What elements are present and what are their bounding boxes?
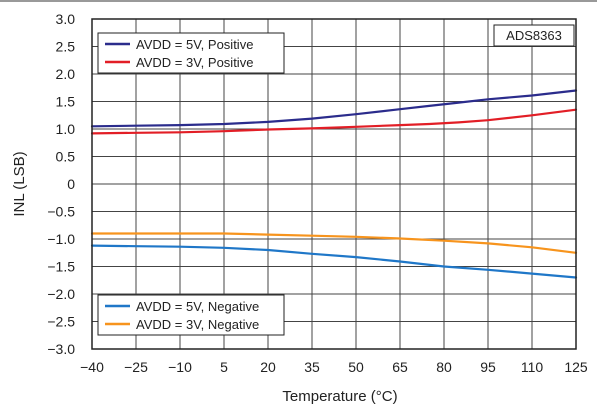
x-tick-label: 65 [392,359,408,375]
x-axis-label: Temperature (°C) [282,388,397,405]
annotation-box: ADS8363 [493,24,575,47]
x-tick-label: 20 [260,359,276,375]
legend-entry: AVDD = 5V, Negative [136,299,259,314]
y-tick-label: −1.0 [47,231,75,247]
y-axis-label: INL (LSB) [11,151,28,216]
plot-frame [91,18,577,350]
x-tick-label: −25 [124,359,148,375]
legend-top-left: AVDD = 5V, Positive AVDD = 3V, Positive [97,32,285,74]
legend-entry: AVDD = 3V, Positive [136,55,253,70]
y-tick-label: 0 [67,176,75,192]
x-tick-label: 80 [436,359,452,375]
x-tick-label: −40 [80,359,104,375]
series-line-2 [90,108,578,135]
y-tick-label: 2.5 [56,39,76,55]
series-lines [90,89,578,279]
legend-box [97,32,285,74]
x-tick-labels: −40 −25 −10 5 20 35 50 65 80 95 110 125 [80,359,588,375]
x-tick-label: 35 [304,359,320,375]
legend-entry: AVDD = 3V, Negative [136,317,259,332]
y-tick-label: −3.0 [47,341,75,357]
y-tick-label: −2.5 [47,314,75,330]
y-tick-label: −2.0 [47,286,75,302]
y-tick-label: 2.0 [56,66,76,82]
series-line-4 [90,232,578,254]
y-tick-label: 0.5 [56,149,76,165]
y-tick-label: 1.0 [56,121,76,137]
legend-entry: AVDD = 5V, Positive [136,37,253,52]
y-tick-labels: 3.0 2.5 2.0 1.5 1.0 0.5 0 −0.5 −1.0 −1.5 −2.0 −2.5 −… [47,11,75,357]
y-tick-label: −1.5 [47,259,75,275]
x-tick-label: 50 [348,359,364,375]
y-tick-label: 3.0 [56,11,76,27]
legend-bottom-left: AVDD = 5V, Negative AVDD = 3V, Negative [97,294,285,336]
x-tick-label: −10 [168,359,192,375]
x-tick-label: 125 [564,359,588,375]
y-tick-label: −0.5 [47,204,75,220]
series-line-3 [90,244,578,279]
x-tick-label: 110 [521,359,544,375]
x-tick-label: 5 [220,359,228,375]
x-tick-label: 95 [480,359,496,375]
y-tick-label: 1.5 [56,94,76,110]
legend-box [97,294,285,336]
series-line-1 [90,89,578,128]
device-annotation: ADS8363 [506,28,562,43]
